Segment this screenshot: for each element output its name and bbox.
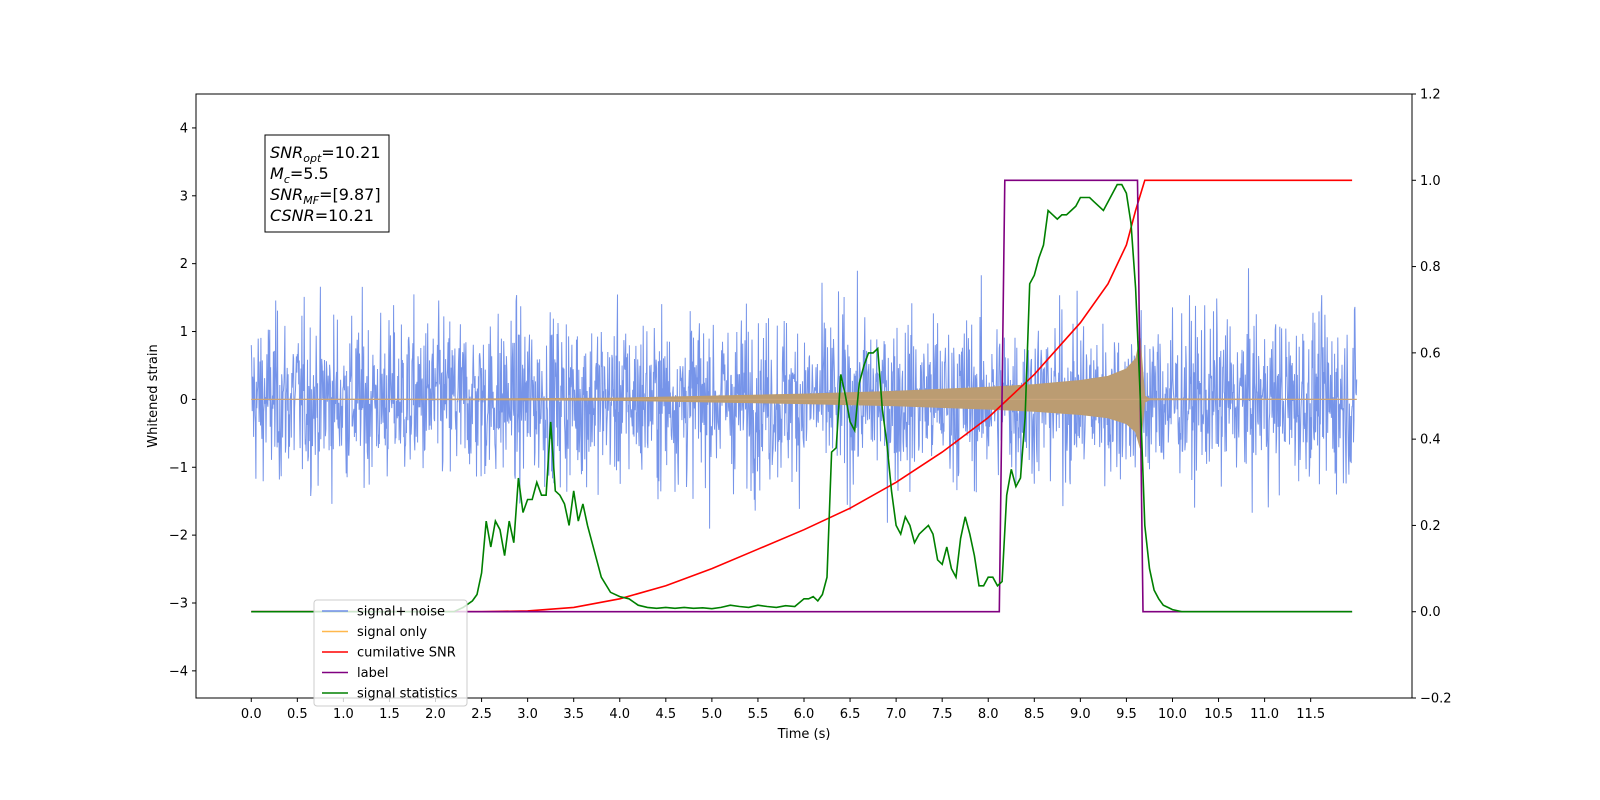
signal-noise-series (250, 268, 1358, 529)
y-left-tick-label: −4 (169, 664, 188, 679)
y-right-tick-label: −0.2 (1420, 692, 1452, 707)
legend-box (313, 599, 468, 707)
x-tick-label: 9.0 (1070, 707, 1091, 722)
snr-info-box: SNRopt=10.21 Mc=5.5 SNRMF=[9.87] CSNR=10… (264, 134, 390, 233)
legend-label: cumilative SNR (357, 646, 456, 661)
y-axis-right-ticks: −0.2 0.0 0.2 0.4 0.6 0.8 1.0 1.2 (1412, 88, 1452, 707)
y-left-tick-label: 3 (180, 189, 188, 204)
x-tick-label: 7.0 (886, 707, 907, 722)
y-left-tick-label: −2 (169, 529, 188, 544)
x-tick-label: 3.0 (517, 707, 538, 722)
x-tick-label: 6.5 (840, 707, 861, 722)
snr-opt-text: SNRopt=10.21 (270, 143, 381, 165)
x-tick-label: 11.5 (1296, 707, 1325, 722)
x-tick-label: 9.5 (1116, 707, 1137, 722)
signal-only-series (251, 338, 1357, 449)
y-right-tick-label: 0.2 (1420, 519, 1441, 534)
x-tick-label: 10.5 (1204, 707, 1233, 722)
x-tick-label: 0.5 (287, 707, 308, 722)
chart-legend: signal+ noise signal only cumilative SNR la… (313, 599, 468, 707)
y-right-tick-label: 1.0 (1420, 174, 1441, 189)
y-left-tick-label: −3 (169, 596, 188, 611)
x-tick-label: 5.5 (748, 707, 769, 722)
x-tick-label: 5.0 (702, 707, 723, 722)
x-tick-label: 11.0 (1250, 707, 1279, 722)
csnr-text: CSNR=10.21 (270, 206, 374, 225)
y-right-tick-label: 0.6 (1420, 346, 1441, 361)
x-tick-label: 4.0 (609, 707, 630, 722)
x-tick-label: 0.0 (241, 707, 262, 722)
legend-label: signal+ noise (357, 605, 445, 620)
y-right-tick-label: 1.2 (1420, 88, 1441, 103)
x-tick-label: 1.0 (333, 707, 354, 722)
y-axis-label: Whitened strain (146, 344, 161, 447)
y-left-tick-label: 2 (180, 257, 188, 272)
x-tick-label: 3.5 (563, 707, 584, 722)
label-line (251, 179, 1353, 613)
y-right-tick-label: 0.8 (1420, 260, 1441, 275)
legend-label: signal only (357, 625, 427, 640)
chirp-mass-text: Mc=5.5 (270, 164, 329, 186)
x-tick-label: 10.0 (1158, 707, 1187, 722)
x-tick-label: 8.0 (978, 707, 999, 722)
x-tick-label: 2.5 (471, 707, 492, 722)
x-axis-label: Time (s) (777, 727, 831, 742)
cumilative-snr-line (251, 179, 1353, 613)
x-tick-label: 6.0 (794, 707, 815, 722)
y-right-tick-label: 0.4 (1420, 433, 1441, 448)
x-tick-label: 8.5 (1024, 707, 1045, 722)
x-axis-ticks: 0.0 0.5 1.0 1.5 2.0 2.5 3.0 3.5 4.0 4.5 5.0 5.5 6.0 6… (241, 698, 1325, 722)
y-left-tick-label: 1 (180, 325, 188, 340)
x-tick-label: 2.0 (425, 707, 446, 722)
signal-statistics-line (251, 183, 1353, 613)
overlay-series (251, 179, 1353, 613)
y-left-tick-label: −1 (169, 461, 188, 476)
y-left-tick-label: 0 (180, 393, 188, 408)
legend-label: label (357, 666, 388, 681)
x-tick-label: 7.5 (932, 707, 953, 722)
x-tick-label: 1.5 (379, 707, 400, 722)
legend-label: signal statistics (357, 687, 458, 702)
x-tick-label: 4.5 (655, 707, 676, 722)
snr-mf-text: SNRMF=[9.87] (270, 185, 381, 207)
y-left-tick-label: 4 (180, 121, 188, 136)
y-axis-left-ticks: −4 −3 −2 −1 0 1 2 3 4 (169, 121, 196, 679)
y-right-tick-label: 0.0 (1420, 605, 1441, 620)
signal-noise-line (250, 268, 1358, 529)
